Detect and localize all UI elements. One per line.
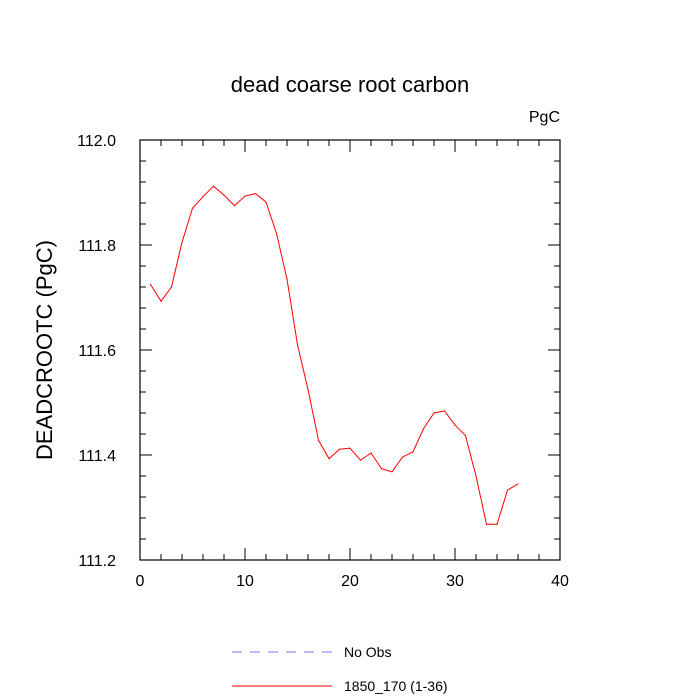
y-tick-label: 111.4 bbox=[78, 448, 116, 465]
data-point bbox=[223, 194, 225, 196]
data-point bbox=[275, 232, 278, 235]
data-point bbox=[391, 471, 393, 473]
data-point bbox=[191, 207, 194, 209]
y-tick-label: 111.6 bbox=[78, 343, 116, 360]
x-tick-label: 30 bbox=[446, 573, 464, 590]
data-point bbox=[244, 195, 246, 197]
data-point bbox=[328, 458, 330, 460]
data-point bbox=[454, 424, 456, 426]
legend-label: No Obs bbox=[344, 644, 391, 660]
axis-tick-labels: 0 10 20 30 40 111.2 111.4 111.6 111.8 112.0 bbox=[77, 133, 569, 590]
data-point bbox=[370, 452, 372, 454]
y-tick-label: 111.8 bbox=[78, 238, 116, 255]
plot-frame bbox=[139, 139, 561, 561]
data-point bbox=[412, 451, 414, 453]
data-point bbox=[338, 448, 341, 450]
data-point bbox=[265, 201, 267, 203]
data-point bbox=[149, 283, 152, 285]
data-point bbox=[254, 192, 257, 195]
y-tick-label: 112.0 bbox=[77, 133, 116, 150]
x-tick-label: 40 bbox=[551, 573, 569, 590]
data-point bbox=[202, 196, 204, 198]
data-point bbox=[517, 483, 519, 485]
data-point bbox=[349, 447, 351, 449]
legend: No Obs 1850_170 (1-36) bbox=[232, 644, 448, 694]
data-point bbox=[170, 286, 173, 288]
data-point bbox=[496, 523, 498, 525]
data-point bbox=[464, 434, 467, 437]
series-layer bbox=[149, 185, 519, 525]
chart-title: dead coarse root carbon bbox=[231, 72, 470, 97]
data-point bbox=[443, 410, 446, 412]
x-tick-label: 10 bbox=[236, 573, 254, 590]
data-point bbox=[212, 185, 215, 187]
data-point bbox=[359, 459, 362, 461]
data-point bbox=[401, 456, 404, 458]
data-point bbox=[296, 344, 299, 346]
data-point bbox=[181, 241, 183, 243]
data-point bbox=[422, 428, 425, 430]
x-tick-label: 0 bbox=[136, 573, 145, 590]
data-point bbox=[433, 412, 435, 414]
data-point bbox=[475, 475, 477, 477]
data-point bbox=[307, 388, 309, 390]
data-point bbox=[485, 523, 488, 525]
legend-label: 1850_170 (1-36) bbox=[344, 678, 448, 694]
units-label: PgC bbox=[529, 109, 560, 126]
data-point bbox=[506, 489, 509, 491]
data-point bbox=[233, 205, 236, 207]
series-line-1 bbox=[150, 185, 519, 525]
axis-ticks bbox=[139, 139, 561, 561]
y-tick-label: 111.2 bbox=[78, 553, 116, 570]
data-point bbox=[286, 278, 288, 280]
y-axis-label: DEADCROOTC (PgC) bbox=[32, 240, 57, 460]
data-point bbox=[160, 300, 162, 302]
data-point bbox=[317, 439, 320, 441]
data-point bbox=[380, 468, 383, 470]
x-tick-label: 20 bbox=[341, 573, 359, 590]
